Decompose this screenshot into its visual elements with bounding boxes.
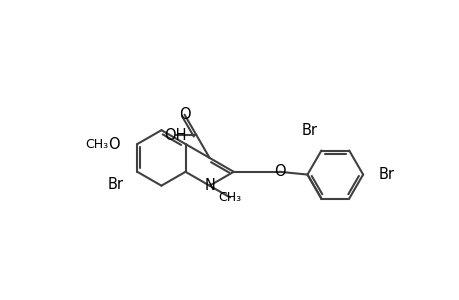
Text: CH₃: CH₃ <box>85 138 108 151</box>
Text: OH: OH <box>164 128 186 142</box>
Text: Br: Br <box>378 167 394 182</box>
Text: Br: Br <box>107 177 123 192</box>
Text: Br: Br <box>301 123 317 138</box>
Text: N: N <box>204 178 215 193</box>
Text: O: O <box>107 136 119 152</box>
Text: CH₃: CH₃ <box>218 191 241 204</box>
Text: O: O <box>179 107 190 122</box>
Text: O: O <box>273 164 285 179</box>
